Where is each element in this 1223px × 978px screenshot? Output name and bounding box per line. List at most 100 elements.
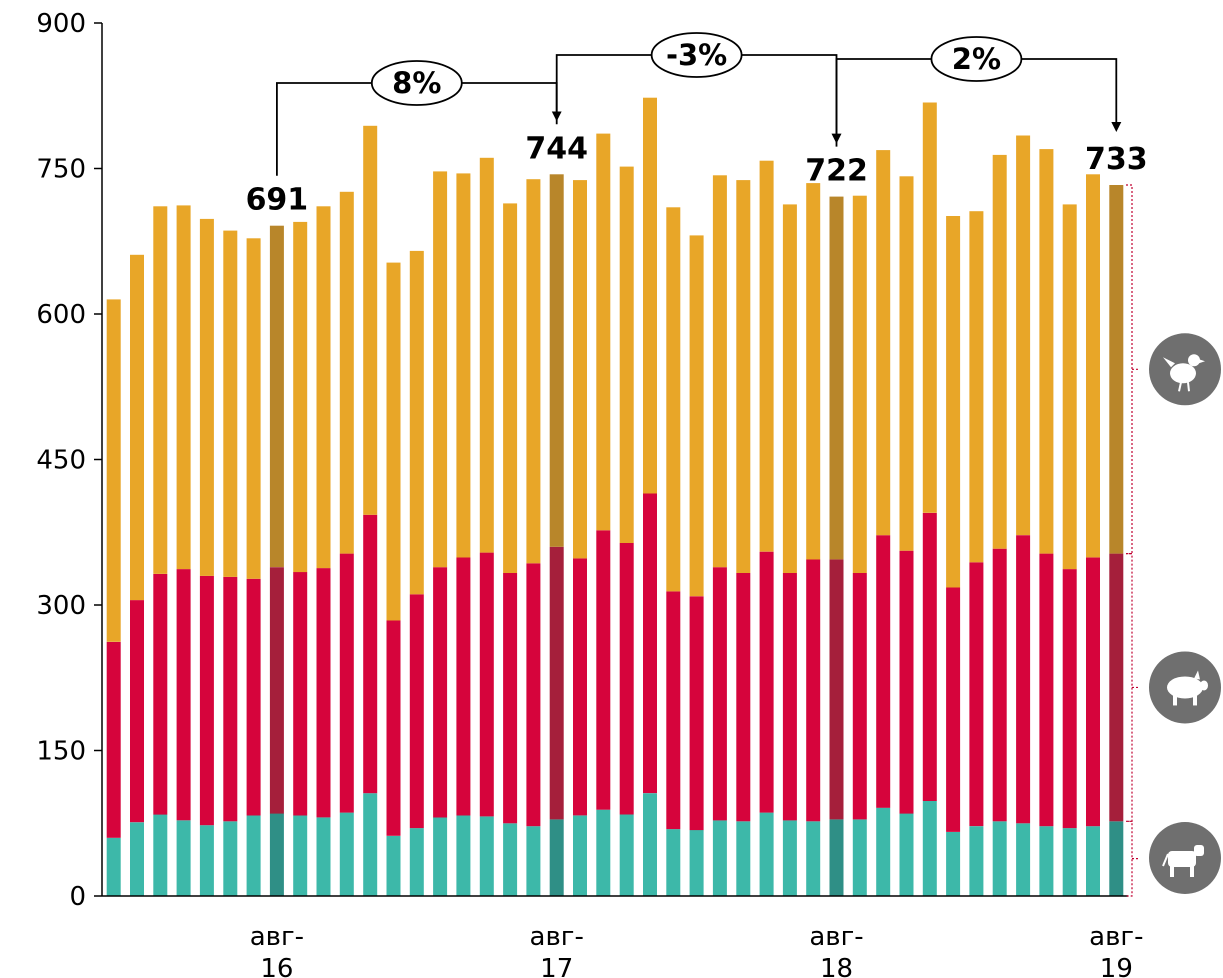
bar-segment [153,814,168,896]
bar-segment [409,828,424,896]
data-label: 733 [1085,142,1148,177]
chicken-head [1188,354,1200,367]
bar-segment [666,591,681,830]
bar-segment [106,837,121,896]
bar-segment [899,813,914,896]
bar-segment [433,171,448,568]
bar-segment [339,812,354,896]
y-tick-label: 150 [36,737,86,767]
bar-segment [736,573,751,822]
bar-segment [596,530,611,810]
bar-segment [1086,174,1100,558]
bar-segment [549,174,564,547]
bar-segment [456,557,471,816]
bar-segment [992,548,1007,822]
change-bubble [370,60,463,106]
cow-leg [1190,864,1194,877]
legend-icons [1126,184,1221,897]
bar-segment [852,573,867,820]
bar-segment [479,157,494,553]
chicken-leg [1178,382,1182,392]
bar-segment [1039,553,1054,827]
bar-segment [666,829,681,896]
bar-segment [339,553,354,813]
change-label: -3% [666,38,727,72]
bar-segment [573,558,587,816]
bar-segment [992,154,1007,549]
bar-segment [829,819,844,896]
bar-segment [176,820,191,896]
bar-segment [246,578,261,816]
bar-segment [782,204,797,573]
bar-segment [479,552,494,817]
cow-body [1168,851,1196,867]
bar-segment [1039,826,1054,896]
bar-segment [876,150,891,536]
bar-segment [736,821,751,896]
legend-bracket [1126,553,1133,822]
bar-segment [969,562,984,827]
bar-segment [199,575,214,826]
x-tick-label: 18 [820,954,853,978]
change-bubble [930,36,1023,82]
bar-segment [1062,204,1077,570]
bar-segment [1039,149,1054,554]
bar-segment [992,821,1007,896]
bar-segment [293,815,308,896]
bar-segment [106,641,121,838]
bar-segment [223,576,238,822]
bar-segment [899,550,914,814]
bar-segment [736,180,751,573]
legend-bracket [1126,184,1133,555]
y-tick-label: 450 [36,446,86,476]
x-tick-label: авг- [250,922,304,952]
chicken-beak [1199,359,1205,364]
bar-segment [852,195,867,573]
bar-segment [549,819,564,896]
bar-segment [969,211,984,563]
bar-segment [782,573,797,821]
bar-segment [1086,826,1100,896]
pig-ear [1194,670,1200,680]
bar-segment [106,299,121,642]
bars [106,97,1124,897]
bar-segment [689,596,704,831]
bar-segment [1062,828,1077,896]
bar-segment [503,823,518,897]
bar-segment [1016,135,1031,536]
bar-segment [643,493,657,794]
bar-segment [689,830,704,896]
bar-segment [316,817,331,896]
bar-segment [712,820,727,896]
change-bubble [650,32,743,78]
cow-leg [1170,864,1174,877]
bar-segment [852,819,867,896]
bar-segment [526,179,541,564]
change-label: 8% [392,66,441,100]
bar-segment [689,235,704,597]
x-tick-label: авг- [809,922,863,952]
bar-segment [479,816,494,896]
bar-segment [363,514,378,794]
bar-segment [946,216,961,588]
bar-segment [619,542,634,815]
bar-segment [269,225,284,568]
x-tick-label: 17 [540,954,573,978]
bar-segment [922,800,937,896]
bar-segment [130,822,144,896]
bar-segment [596,133,611,531]
pig-leg [1173,693,1177,706]
y-axis: 0 150 300 450 600 750 900 [36,9,103,912]
bar-segment [619,166,634,543]
bar-segment [1062,569,1077,829]
chicken-body [1170,363,1196,384]
bar-segment [876,807,891,896]
bar-segment [269,813,284,896]
bar-segment [503,203,518,573]
x-tick-label: авг- [530,922,584,952]
bar-segment [316,568,331,818]
bar-segment [409,250,424,595]
bar-segment [1109,553,1124,822]
bar-segment [153,206,168,574]
